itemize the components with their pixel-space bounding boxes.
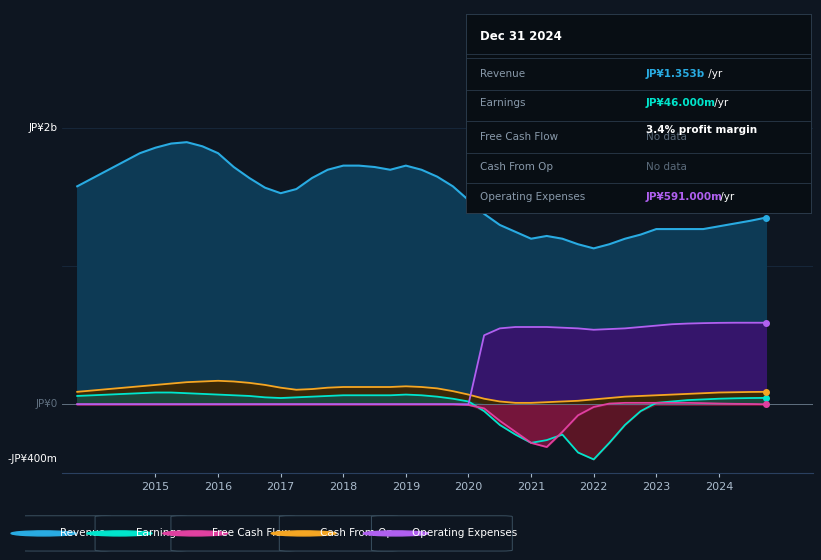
Text: /yr: /yr bbox=[705, 69, 722, 78]
Text: JP¥2b: JP¥2b bbox=[29, 123, 57, 133]
FancyBboxPatch shape bbox=[279, 516, 398, 551]
Text: No data: No data bbox=[645, 162, 686, 172]
Text: Earnings: Earnings bbox=[135, 529, 181, 538]
FancyBboxPatch shape bbox=[95, 516, 187, 551]
Text: Earnings: Earnings bbox=[480, 99, 525, 109]
Text: JP¥1.353b: JP¥1.353b bbox=[645, 69, 705, 78]
Circle shape bbox=[11, 531, 76, 536]
Text: -JP¥400m: -JP¥400m bbox=[8, 454, 57, 464]
Circle shape bbox=[163, 531, 228, 536]
FancyBboxPatch shape bbox=[171, 516, 296, 551]
Text: Free Cash Flow: Free Cash Flow bbox=[212, 529, 290, 538]
Text: Revenue: Revenue bbox=[60, 529, 105, 538]
FancyBboxPatch shape bbox=[19, 516, 112, 551]
Text: Revenue: Revenue bbox=[480, 69, 525, 78]
Circle shape bbox=[364, 531, 429, 536]
Text: No data: No data bbox=[645, 132, 686, 142]
Circle shape bbox=[87, 531, 152, 536]
Text: JP¥591.000m: JP¥591.000m bbox=[645, 192, 722, 202]
Text: Cash From Op: Cash From Op bbox=[320, 529, 393, 538]
Circle shape bbox=[271, 531, 337, 536]
Text: Operating Expenses: Operating Expenses bbox=[412, 529, 517, 538]
Text: Cash From Op: Cash From Op bbox=[480, 162, 553, 172]
Text: 3.4% profit margin: 3.4% profit margin bbox=[645, 125, 757, 136]
Text: Operating Expenses: Operating Expenses bbox=[480, 192, 585, 202]
Text: JP¥0: JP¥0 bbox=[35, 399, 57, 409]
Text: Free Cash Flow: Free Cash Flow bbox=[480, 132, 558, 142]
FancyBboxPatch shape bbox=[371, 516, 512, 551]
Text: /yr: /yr bbox=[711, 99, 728, 109]
Text: JP¥46.000m: JP¥46.000m bbox=[645, 99, 716, 109]
Text: Dec 31 2024: Dec 31 2024 bbox=[480, 30, 562, 43]
Text: /yr: /yr bbox=[718, 192, 735, 202]
